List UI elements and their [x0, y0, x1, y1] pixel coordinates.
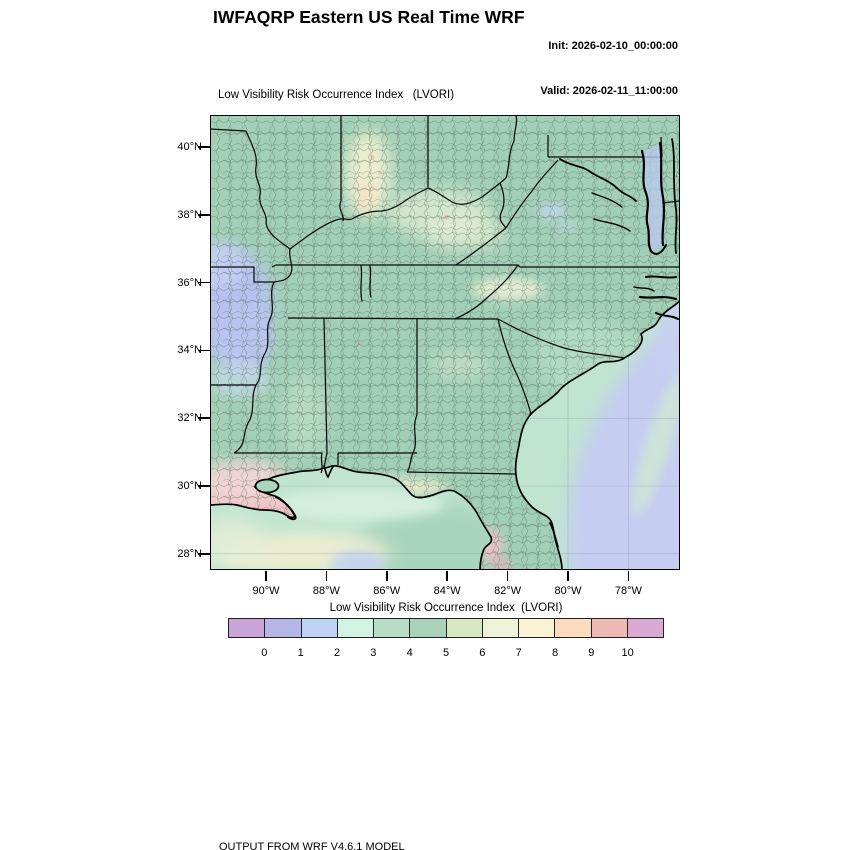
lat-tick-mark — [198, 349, 210, 352]
colorbar-cell — [519, 619, 556, 637]
colorbar-tick-label: 10 — [621, 647, 634, 659]
colorbar-cell — [555, 619, 592, 637]
lon-tick-mark — [627, 571, 630, 581]
colorbar-cell — [374, 619, 411, 637]
lat-tick-mark — [198, 553, 210, 555]
model-info: OUTPUT FROM WRF V4.6.1 MODEL WE = 1000 ;… — [219, 814, 673, 850]
lat-tick-label: 30°N — [177, 480, 202, 492]
colorbar-tick-label: 9 — [588, 647, 595, 659]
lon-tick-mark — [325, 571, 328, 581]
lon-tick-label: 90°W — [252, 585, 280, 597]
lake-pontchartrain — [254, 478, 280, 494]
lat-tick-label: 40°N — [177, 141, 202, 153]
chesapeake-water — [642, 145, 664, 252]
page-title: IWFAQRP Eastern US Real Time WRF — [213, 7, 525, 27]
model-info-line1: OUTPUT FROM WRF V4.6.1 MODEL — [219, 841, 405, 850]
map-title: Low Visibility Risk Occurrence Index (LV… — [218, 89, 455, 101]
lat-tick-label: 34°N — [177, 344, 202, 357]
gulf-sw-pale — [200, 517, 264, 569]
lon-tick-label: 88°W — [312, 585, 340, 597]
colorbar-title: Low Visibility Risk Occurrence Index (LV… — [329, 602, 563, 614]
lon-tick-mark — [386, 571, 388, 581]
lat-tick-mark — [198, 485, 210, 487]
lat-tick-label: 32°N — [177, 412, 202, 425]
colorbar — [228, 618, 664, 638]
lon-tick-mark — [506, 571, 509, 581]
colorbar-tick-label: 4 — [406, 647, 413, 659]
lat-tick-mark — [198, 417, 210, 419]
colorbar-cell — [410, 619, 447, 637]
init-time: Init: 2026-02-10_00:00:00 — [548, 40, 678, 52]
colorbar-tick-label: 1 — [297, 647, 304, 659]
lon-tick-label: 86°W — [373, 585, 401, 597]
lat-tick-label: 28°N — [177, 547, 202, 560]
colorbar-tick-label: 6 — [479, 647, 486, 659]
colorbar-cell — [591, 619, 628, 637]
lon-tick-mark — [265, 571, 267, 581]
colorbar-tick-label: 0 — [261, 647, 268, 659]
colorbar-tick-label: 5 — [442, 647, 450, 659]
map-frame — [210, 115, 680, 570]
lon-tick-mark — [567, 571, 569, 581]
colorbar-tick-label: 8 — [551, 647, 559, 659]
lon-tick-label: 80°W — [554, 585, 582, 597]
colorbar-cell — [446, 619, 483, 637]
colorbar-cell — [337, 619, 374, 637]
colorbar-tick-label: 7 — [515, 647, 522, 659]
state-borders — [209, 114, 681, 475]
lat-tick-label: 36°N — [177, 276, 202, 289]
lat-tick-mark — [198, 281, 210, 284]
hydro-features — [254, 138, 679, 548]
gulf-mint-band — [275, 490, 445, 520]
colorbar-cell — [301, 619, 338, 637]
lat-tick-mark — [198, 146, 210, 148]
ocean-green-streak — [631, 373, 685, 517]
colorbar-tick-label: 2 — [333, 647, 341, 659]
colorbar-cell — [482, 619, 519, 637]
map-canvas — [200, 114, 793, 638]
colorbar-cell — [265, 619, 302, 637]
lon-tick-label: 78°W — [614, 585, 642, 597]
colorbar-tick-label: 3 — [370, 647, 377, 659]
lat-tick-label: 38°N — [177, 208, 202, 221]
coastline — [209, 300, 681, 571]
lvori-map — [200, 114, 793, 638]
colorbar-cell — [229, 619, 266, 637]
valid-time: Valid: 2026-02-11_11:00:00 — [540, 85, 678, 97]
run-times: Init: 2026-02-10_00:00:00 Valid: 2026-02… — [515, 9, 678, 129]
lat-tick-mark — [198, 214, 210, 216]
lon-tick-mark — [446, 571, 448, 581]
lon-tick-label: 84°W — [433, 585, 461, 597]
colorbar-cell — [627, 619, 663, 637]
lon-tick-label: 82°W — [494, 585, 522, 597]
